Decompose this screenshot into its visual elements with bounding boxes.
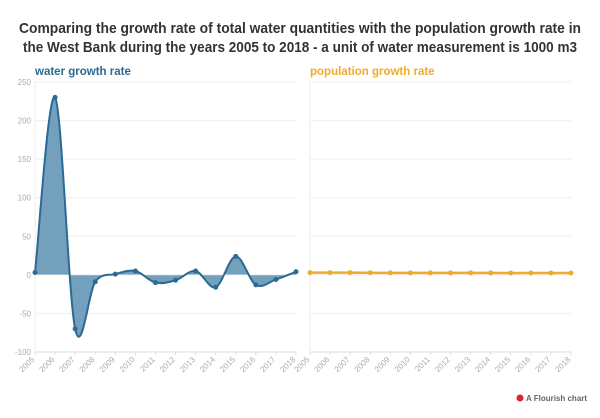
x-tick-label: 2016 — [513, 355, 532, 374]
area-fill — [35, 97, 296, 337]
data-point — [407, 270, 413, 276]
panel-2: 2005 2006 2007 2008 2009 2010 2011 2012 2013 2014… — [292, 81, 574, 374]
y-tick-label: 50 — [22, 232, 31, 241]
x-tick-label: 2012 — [433, 355, 452, 374]
data-point — [468, 270, 474, 276]
x-tick-label: 2010 — [393, 355, 412, 374]
data-point — [72, 326, 78, 332]
data-point — [52, 94, 58, 100]
x-tick-label: 2017 — [533, 355, 552, 374]
x-tick-label: 2015 — [493, 355, 512, 374]
data-point — [32, 270, 38, 276]
data-point — [448, 270, 454, 276]
data-point — [293, 269, 299, 275]
data-point — [193, 268, 199, 274]
series-line — [34, 96, 297, 338]
data-point — [327, 270, 333, 276]
flourish-logo-icon — [516, 394, 524, 402]
data-point — [347, 270, 353, 276]
y-tick-label: 0 — [27, 271, 32, 280]
data-point — [307, 270, 313, 276]
data-point — [132, 268, 138, 274]
x-tick-label: 2008 — [78, 355, 97, 374]
x-tick-label: 2005 — [17, 355, 36, 374]
data-point — [528, 270, 534, 276]
population-panel-title: population growth rate — [310, 66, 435, 78]
x-tick-label: 2006 — [313, 355, 332, 374]
x-tick-label: 2005 — [292, 355, 311, 374]
data-point — [427, 270, 433, 276]
x-tick-label: 2007 — [333, 355, 352, 374]
data-point — [233, 253, 239, 259]
data-point — [548, 270, 554, 276]
x-tick-label: 2016 — [238, 355, 257, 374]
x-tick-label: 2013 — [178, 355, 197, 374]
y-tick-label: 150 — [18, 155, 32, 164]
x-tick-label: 2014 — [473, 355, 492, 374]
water-panel-title: water growth rate — [34, 66, 131, 78]
flourish-credit[interactable]: A Flourish chart — [516, 394, 588, 403]
x-tick-label: 2006 — [38, 355, 57, 374]
data-point — [213, 284, 219, 290]
credit-text: A Flourish chart — [526, 394, 587, 403]
x-tick-label: 2011 — [138, 355, 157, 374]
data-point — [173, 277, 179, 283]
x-tick-label: 2018 — [553, 355, 572, 374]
x-tick-label: 2008 — [353, 355, 372, 374]
data-point — [488, 270, 494, 276]
x-tick-label: 2009 — [373, 355, 392, 374]
x-tick-label: 2013 — [453, 355, 472, 374]
y-tick-label: 100 — [18, 194, 32, 203]
data-point — [273, 276, 279, 282]
y-tick-label: 250 — [18, 78, 32, 87]
y-tick-label: 200 — [18, 117, 32, 126]
data-point — [387, 270, 393, 276]
chart-title-line-2: the West Bank during the years 2005 to 2… — [23, 39, 577, 56]
data-point — [508, 270, 514, 276]
x-tick-label: 2007 — [58, 355, 77, 374]
y-tick-label: -50 — [19, 309, 31, 318]
data-point — [253, 282, 259, 288]
x-tick-label: 2017 — [258, 355, 277, 374]
data-point — [112, 271, 118, 277]
x-tick-label: 2012 — [158, 355, 177, 374]
y-tick-label: -100 — [15, 348, 32, 357]
data-point — [92, 279, 98, 285]
x-tick-label: 2015 — [218, 355, 237, 374]
data-point — [152, 280, 158, 286]
x-tick-label: 2014 — [198, 355, 217, 374]
x-tick-label: 2010 — [118, 355, 137, 374]
chart-title-line-1: Comparing the growth rate of total water… — [19, 20, 581, 37]
data-point — [568, 270, 574, 276]
data-point — [367, 270, 373, 276]
x-tick-label: 2011 — [413, 355, 432, 374]
x-tick-label: 2009 — [98, 355, 117, 374]
